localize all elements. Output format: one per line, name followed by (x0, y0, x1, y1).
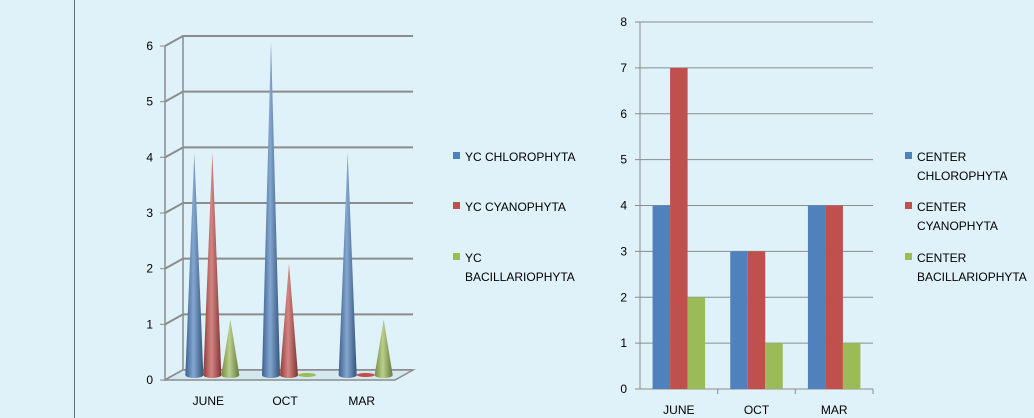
x-tick-label: MAR (348, 394, 375, 408)
x-tick-label: OCT (744, 403, 770, 417)
cone-yc-cyanophyta-june (203, 152, 222, 378)
bar-center-chlorophyta-oct (730, 251, 748, 389)
cone-yc-bacillariophyta-june (221, 319, 240, 378)
legend-label-center-bacillariophyta: BACILLARIOPHYTA (917, 270, 1027, 284)
y-tick-label: 5 (620, 153, 627, 167)
legend-swatch-yc-chlorophyta (453, 152, 460, 159)
cone-yc-chlorophyta-mar (338, 152, 357, 378)
cone-yc-cyanophyta-mar (356, 373, 375, 377)
legend-label-center-cyanophyta: CYANOPHYTA (917, 219, 998, 233)
y-tick-label: 0 (146, 373, 153, 387)
legend-label-yc-chlorophyta: YC CHLOROPHYTA (465, 150, 575, 164)
cone-yc-chlorophyta-june (185, 152, 204, 378)
legend-label-center-chlorophyta: CENTER (917, 150, 967, 164)
y-tick-label: 4 (620, 199, 627, 213)
cone-yc-cyanophyta-oct (280, 263, 298, 378)
bar-center-cyanophyta-june (670, 67, 688, 389)
legend-label-yc-cyanophyta: YC CYANOPHYTA (465, 200, 566, 214)
legend-swatch-yc-bacillariophyta (453, 253, 460, 260)
bar-center-cyanophyta-oct (747, 251, 766, 389)
y-tick-label: 1 (146, 317, 153, 331)
y-tick-label: 2 (620, 290, 627, 304)
y-tick-label: 0 (620, 382, 627, 396)
legend-swatch-center-chlorophyta (905, 152, 912, 159)
x-tick-label: OCT (272, 394, 298, 408)
x-tick-label: MAR (821, 403, 848, 417)
bar-center-bacillariophyta-june (687, 297, 706, 389)
legend-label-center-bacillariophyta: CENTER (917, 251, 967, 265)
y-tick-label: 1 (620, 336, 627, 350)
y-tick-label: 8 (620, 15, 627, 29)
y-tick-label: 5 (146, 95, 153, 109)
legend-swatch-yc-cyanophyta (453, 202, 460, 209)
y-tick-label: 3 (146, 206, 153, 220)
y-tick-label: 2 (146, 262, 153, 276)
legend-swatch-center-bacillariophyta (905, 253, 912, 260)
bar-center-chlorophyta-june (652, 205, 671, 389)
y-tick-label: 3 (620, 244, 627, 258)
left-cone-chart: 0 1 2 3 4 5 6 JUNE OCT MAR YC CHLOROPHYTA YC CYANOP… (146, 35, 575, 408)
bar-center-chlorophyta-mar (807, 205, 826, 389)
cone-yc-bacillariophyta-mar (374, 319, 393, 378)
legend-label-center-chlorophyta: CHLOROPHYTA (917, 169, 1007, 183)
y-tick-label: 4 (146, 150, 153, 164)
legend-label-yc-bacillariophyta: YC (465, 251, 482, 265)
legend-swatch-center-cyanophyta (905, 202, 912, 209)
page-left-border (74, 0, 75, 418)
bar-center-bacillariophyta-mar (842, 343, 861, 389)
x-tick-label: JUNE (193, 394, 224, 408)
right-bar-chart: 0 1 2 3 4 5 6 7 8 JUNE OCT MAR CENTER CHLOROPHYTA CENT… (620, 15, 1027, 417)
cone-yc-chlorophyta-oct (262, 41, 280, 378)
y-tick-label: 6 (620, 107, 627, 121)
legend-label-center-cyanophyta: CENTER (917, 200, 967, 214)
x-tick-label: JUNE (663, 403, 694, 417)
bar-center-bacillariophyta-oct (765, 343, 783, 389)
bar-center-cyanophyta-mar (825, 205, 843, 389)
y-tick-label: 6 (146, 39, 153, 53)
legend-label-yc-bacillariophyta: BACILLARIOPHYTA (465, 270, 575, 284)
cone-yc-bacillariophyta-oct (298, 373, 316, 377)
y-tick-label: 7 (620, 61, 627, 75)
